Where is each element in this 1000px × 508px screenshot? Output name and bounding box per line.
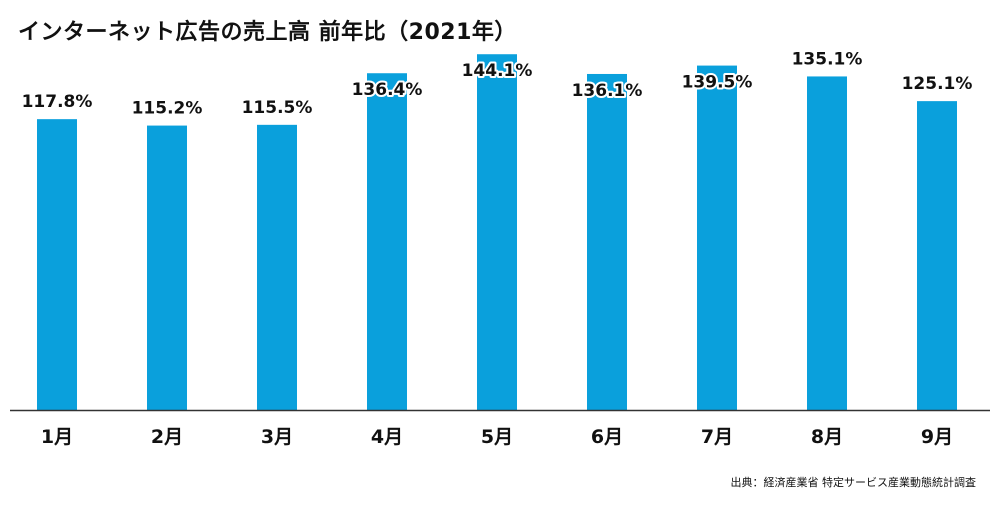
- data-label-9: 125.1%: [902, 74, 973, 94]
- x-tick-label-6: 6月: [591, 426, 623, 448]
- bar-8: [807, 76, 847, 411]
- chart-title: インターネット広告の売上高 前年比（2021年）: [18, 20, 517, 45]
- bar-1: [37, 119, 77, 411]
- data-label-7: 139.5%: [682, 73, 753, 93]
- data-label-3: 115.5%: [242, 98, 313, 118]
- bar-2: [147, 125, 187, 411]
- source-note: 出典：経済産業省 特定サービス産業動態統計調査: [730, 476, 977, 489]
- bar-3: [257, 124, 297, 411]
- x-tick-label-3: 3月: [261, 426, 293, 448]
- bar-4: [367, 73, 407, 411]
- x-tick-label-5: 5月: [481, 426, 513, 448]
- x-tick-label-1: 1月: [41, 426, 73, 448]
- bar-7: [697, 65, 737, 410]
- bars-group: [37, 54, 957, 411]
- data-label-4: 136.4%: [352, 80, 423, 100]
- x-tick-label-7: 7月: [701, 426, 733, 448]
- bar-9: [917, 101, 957, 410]
- data-label-1: 117.8%: [22, 92, 93, 112]
- bar-5: [477, 54, 517, 410]
- x-tick-label-9: 9月: [921, 426, 953, 448]
- data-label-5: 144.1%: [462, 61, 533, 81]
- data-label-6: 136.1%: [572, 81, 643, 101]
- labels-group: 117.8% 1月 115.2% 2月 115.5% 3月 136.4% 4月 144.1% 5月…: [20, 47, 975, 448]
- x-tick-label-4: 4月: [371, 426, 403, 448]
- data-label-8: 135.1%: [792, 49, 863, 69]
- data-label-2: 115.2%: [132, 99, 203, 119]
- x-tick-label-8: 8月: [811, 426, 843, 448]
- bar-6: [587, 73, 627, 411]
- x-tick-label-2: 2月: [151, 426, 183, 448]
